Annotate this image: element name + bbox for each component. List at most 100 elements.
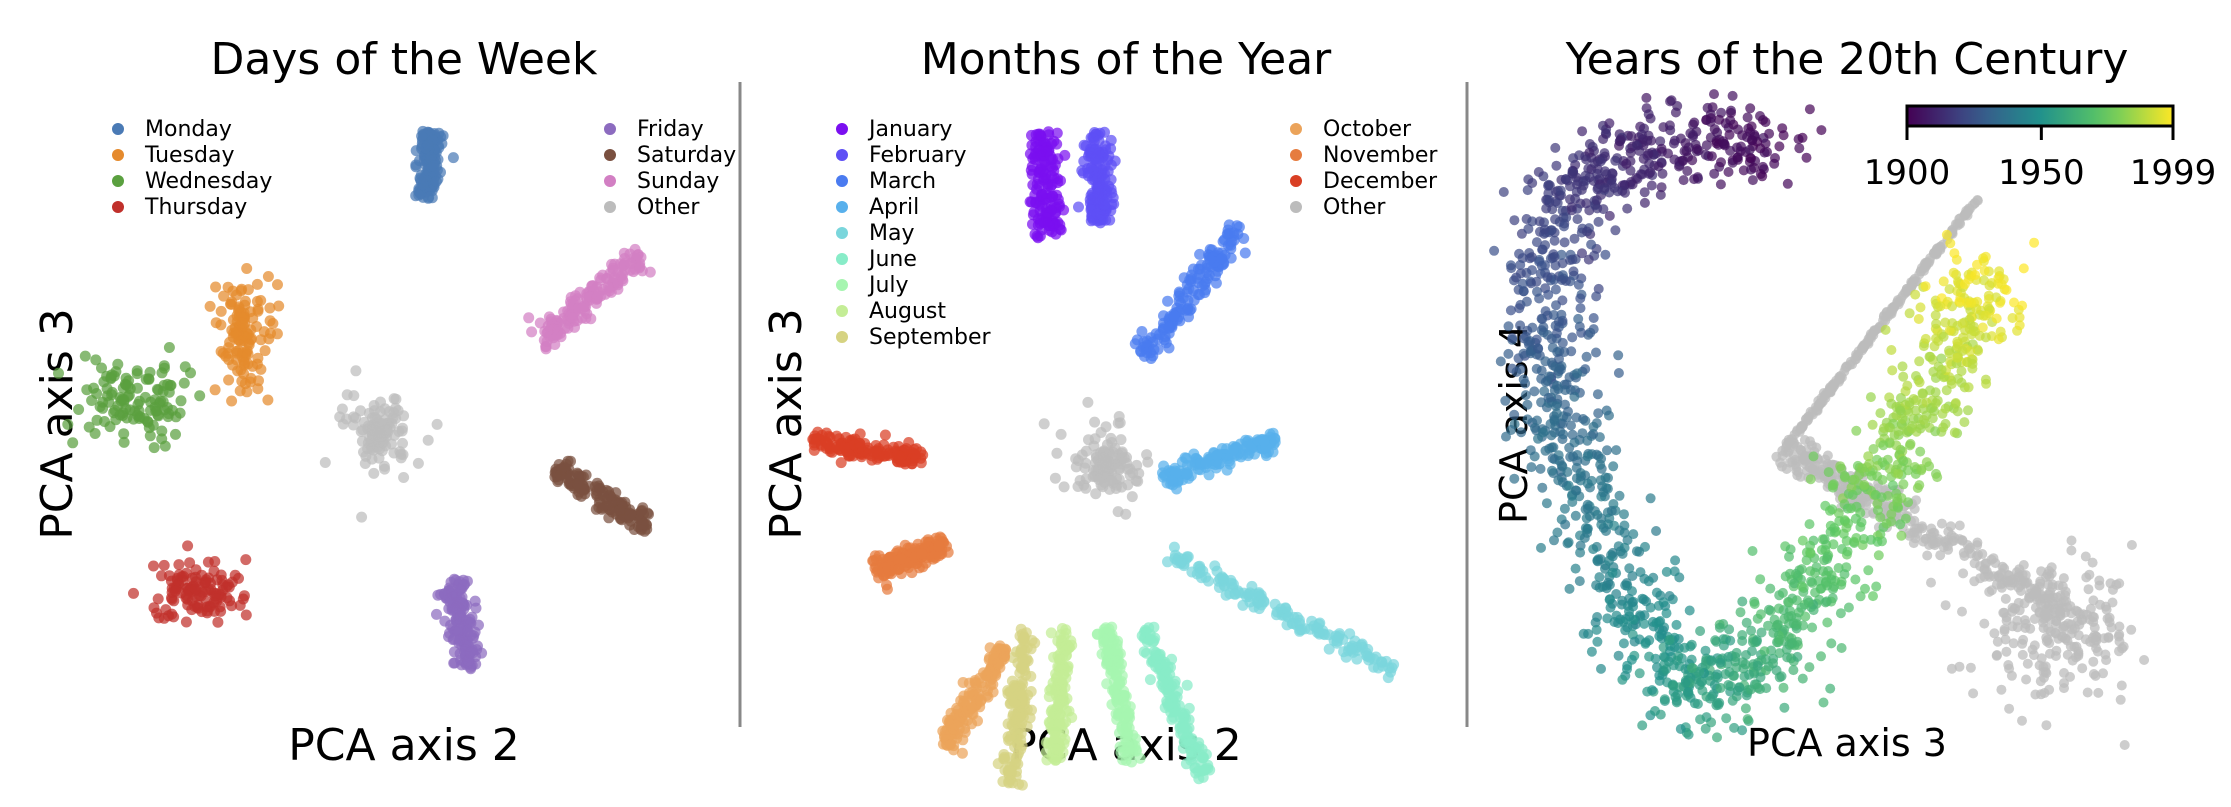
data-point	[2017, 649, 2028, 660]
data-point	[1144, 674, 1156, 686]
data-point	[2058, 573, 2069, 584]
data-point	[1522, 414, 1533, 425]
data-point	[1825, 505, 1835, 516]
data-point	[1825, 683, 1836, 694]
legend-item: Tuesday	[112, 143, 235, 168]
data-point	[1051, 447, 1063, 459]
data-point	[264, 302, 276, 314]
data-point	[1819, 534, 1830, 545]
legend-item: May	[836, 221, 914, 246]
data-point	[1638, 594, 1649, 605]
legend-item: December	[1290, 169, 1438, 194]
data-point	[618, 247, 630, 259]
data-point	[1979, 571, 1990, 582]
data-point	[1834, 374, 1845, 385]
data-point	[956, 747, 968, 759]
data-point	[1073, 201, 1084, 213]
data-point	[1200, 458, 1212, 470]
data-point	[1072, 455, 1084, 466]
data-point	[239, 357, 251, 369]
data-point	[156, 425, 168, 437]
data-point	[1942, 541, 1953, 552]
data-point	[1745, 103, 1756, 114]
data-point	[251, 295, 263, 307]
data-point	[1046, 179, 1058, 191]
data-point	[196, 569, 208, 581]
data-point	[1314, 617, 1326, 629]
data-point	[1049, 159, 1061, 171]
data-point	[1331, 637, 1343, 649]
data-point	[1867, 419, 1878, 430]
data-point	[1115, 434, 1127, 446]
data-point	[2126, 624, 2137, 635]
data-point	[1896, 293, 1906, 304]
data-point	[182, 540, 194, 552]
legend-item: Thursday	[112, 195, 247, 220]
data-point	[1229, 588, 1241, 600]
legend-label: Monday	[145, 117, 232, 142]
data-point	[238, 590, 250, 602]
data-point	[1024, 196, 1036, 208]
data-point	[204, 300, 216, 312]
data-point	[2050, 651, 2061, 661]
data-point	[2066, 608, 2077, 619]
panel-title: Months of the Year	[921, 34, 1332, 85]
data-point	[1797, 673, 1808, 684]
legend-label: January	[867, 117, 952, 142]
data-point	[1142, 456, 1154, 468]
data-point	[86, 395, 98, 406]
legend-label: Thursday	[144, 195, 247, 220]
data-point	[586, 280, 598, 292]
data-point	[1344, 628, 1356, 640]
series-april	[1157, 427, 1281, 495]
data-point	[67, 437, 79, 449]
data-point	[1965, 542, 1975, 553]
legend-item: Friday	[604, 117, 704, 142]
data-point	[1962, 206, 1973, 217]
data-point	[1782, 178, 1793, 189]
data-point	[1222, 239, 1234, 251]
data-point	[1217, 572, 1229, 584]
data-point	[1712, 732, 1722, 743]
data-point	[1715, 179, 1726, 190]
data-point	[1639, 197, 1650, 208]
data-point	[319, 457, 331, 468]
data-point	[1109, 644, 1121, 656]
data-point	[617, 275, 629, 287]
data-point	[1639, 618, 1650, 629]
data-point	[882, 444, 894, 456]
data-point	[262, 271, 274, 282]
data-point	[1035, 215, 1047, 227]
data-point	[1054, 689, 1066, 701]
data-point	[1684, 605, 1695, 616]
series-thursday	[128, 540, 252, 628]
data-point	[1015, 623, 1027, 635]
data-point	[593, 286, 605, 298]
legend-marker	[836, 305, 848, 317]
data-point	[1591, 291, 1602, 302]
data-point	[1203, 469, 1215, 481]
data-point	[1859, 480, 1870, 490]
data-point	[1714, 114, 1725, 125]
data-point	[152, 409, 164, 421]
data-point	[139, 391, 151, 403]
data-point	[1522, 399, 1533, 410]
data-point	[180, 616, 192, 628]
data-point	[1575, 547, 1586, 558]
data-point	[951, 702, 963, 714]
data-point	[1803, 411, 1814, 422]
data-point	[1922, 550, 1933, 561]
data-point	[378, 460, 390, 472]
data-point	[2088, 656, 2099, 667]
data-point	[1963, 382, 1974, 393]
data-point	[1954, 520, 1965, 531]
data-point	[597, 490, 609, 502]
data-point	[1991, 650, 2002, 661]
data-point	[263, 333, 275, 345]
data-point	[337, 418, 349, 430]
data-point	[158, 362, 170, 374]
data-point	[388, 393, 400, 405]
data-point	[157, 396, 169, 408]
data-point	[1239, 247, 1251, 259]
